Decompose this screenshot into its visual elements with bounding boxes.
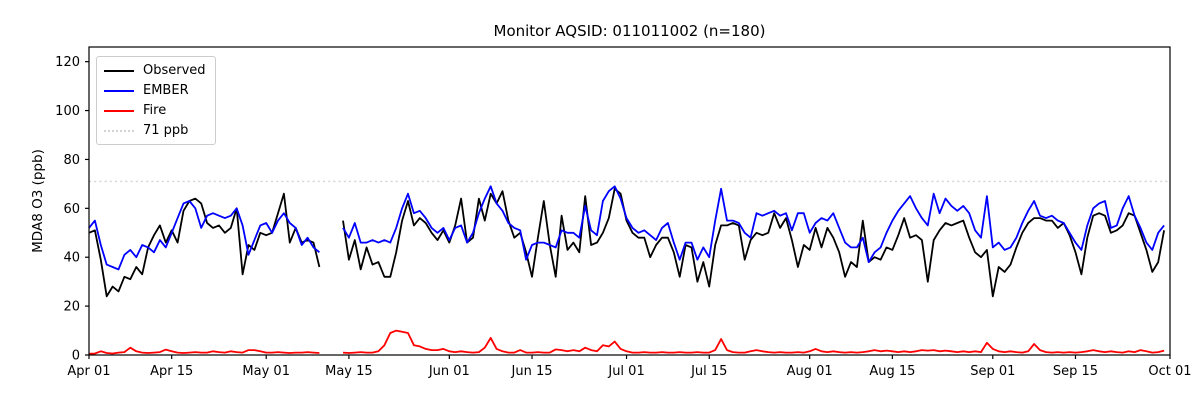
x-tick-label: Jul 01: [607, 364, 644, 379]
legend-swatch-ember: [104, 90, 134, 92]
x-tick-label: Oct 01: [1148, 364, 1191, 379]
legend-item: 71 ppb: [97, 121, 215, 141]
legend-item: Observed: [97, 61, 215, 81]
y-tick-label: 100: [55, 104, 80, 119]
legend-item: EMBER: [97, 81, 215, 101]
legend-swatch-fire: [104, 110, 134, 112]
x-tick-label: Aug 15: [869, 364, 915, 379]
y-tick-label: 0: [72, 349, 80, 364]
observed-line: [88, 187, 1165, 298]
x-tick-label: May 01: [242, 364, 290, 379]
y-tick-label: 60: [63, 202, 80, 217]
legend-item: Fire: [97, 101, 215, 121]
ember-line: [88, 185, 1165, 271]
fire-line: [88, 329, 1165, 355]
y-tick-label: 80: [63, 153, 80, 168]
legend-label: 71 ppb: [143, 123, 189, 138]
y-axis-label: MDA8 O3 (ppb): [30, 149, 46, 253]
x-tick-label: Jul 15: [690, 364, 727, 379]
x-tick-label: Aug 01: [787, 364, 833, 379]
x-tick-label: Sep 15: [1053, 364, 1098, 379]
legend-label: Fire: [143, 103, 167, 118]
x-tick-label: Apr 01: [67, 364, 110, 379]
x-tick-label: Jun 01: [428, 364, 470, 379]
legend: Observed EMBER Fire 71 ppb: [96, 56, 216, 145]
legend-label: EMBER: [143, 83, 189, 98]
y-tick-label: 20: [63, 300, 80, 315]
x-tick-label: Sep 01: [970, 364, 1015, 379]
x-tick-label: May 15: [325, 364, 373, 379]
legend-swatch-observed: [104, 70, 134, 72]
legend-swatch-71-ppb: [104, 130, 134, 132]
y-tick-label: 120: [55, 55, 80, 70]
y-tick-label: 40: [63, 251, 80, 266]
x-tick-label: Apr 15: [150, 364, 193, 379]
legend-label: Observed: [143, 63, 206, 78]
chart-title: Monitor AQSID: 011011002 (n=180): [493, 22, 766, 40]
x-tick-label: Jun 15: [511, 364, 553, 379]
plot-frame: [88, 46, 1171, 356]
